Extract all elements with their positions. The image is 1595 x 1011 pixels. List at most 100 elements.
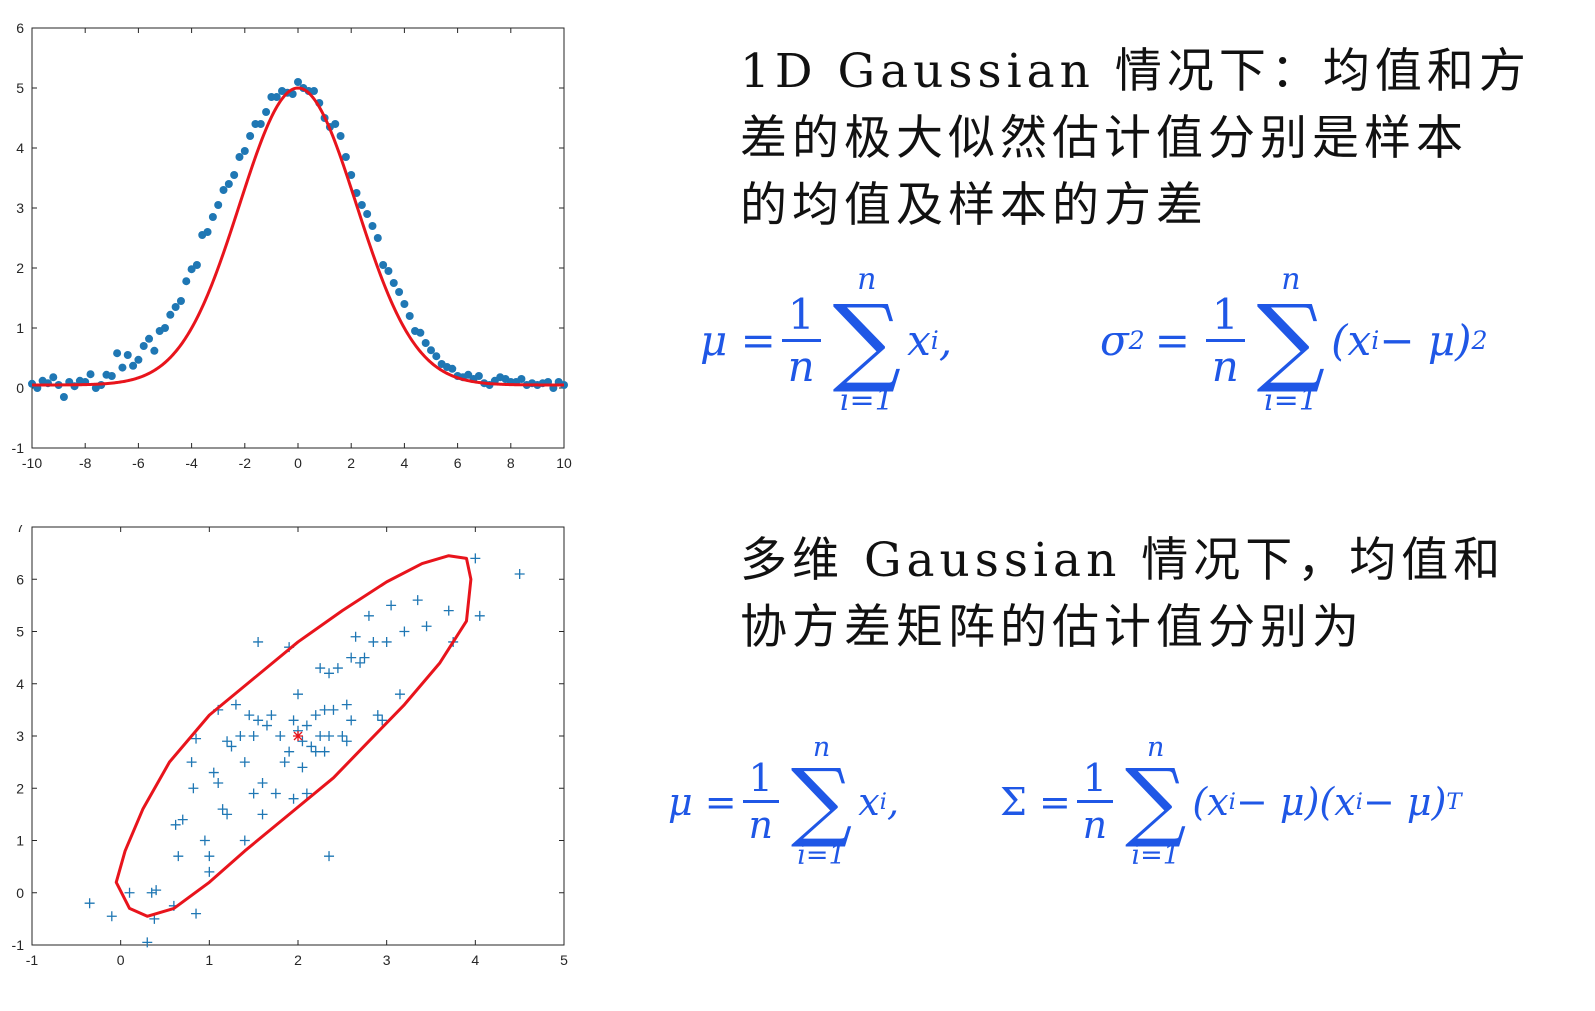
data-point (224, 180, 233, 188)
para-1d-line-1: 1D Gaussian 情况下：均值和方 (740, 44, 1531, 99)
x-tick-label: -10 (22, 455, 42, 471)
data-point (246, 132, 255, 140)
para-multi: 多维 Gaussian 情况下，均值和 协方差矩阵的估计值分别为 (740, 527, 1505, 661)
data-point (204, 851, 215, 862)
sum-lower: i=1 (797, 840, 846, 872)
para-multi-line-1: 多维 Gaussian 情况下，均值和 (740, 533, 1506, 588)
data-point (421, 621, 432, 632)
data-point (474, 372, 483, 380)
x-tick-label: 0 (294, 455, 302, 471)
data-point (106, 911, 117, 922)
data-point (377, 715, 388, 726)
covariance-ellipse (114, 554, 473, 918)
data-point (368, 222, 377, 230)
data-point (219, 186, 228, 194)
data-point (432, 352, 441, 361)
data-point (394, 689, 405, 700)
para-1d-line-2: 差的极大似然估计值分别是样本 (740, 111, 1468, 166)
data-point (213, 778, 224, 789)
term-sub: i (1371, 325, 1380, 355)
sum-upper: n (857, 262, 877, 297)
data-point (517, 375, 526, 383)
data-point (341, 736, 352, 747)
data-point (142, 937, 153, 948)
data-point (230, 171, 239, 179)
data-point (355, 657, 366, 668)
data-point (171, 303, 180, 311)
sum-symbol: ∑ (1256, 284, 1326, 396)
data-point (222, 809, 233, 820)
x-tick-label: -8 (79, 455, 92, 471)
x-tick-label: 6 (454, 455, 462, 471)
term-rest: − μ) (1379, 315, 1472, 365)
data-point (315, 663, 326, 674)
data-point (270, 788, 281, 799)
data-point (150, 346, 159, 355)
formula-multi-mean-lhs: μ = (668, 779, 737, 824)
x-tick-label: 10 (556, 455, 572, 471)
data-point (151, 885, 162, 896)
formula-multi-covariance: Σ = 1 n n ∑ i=1 (x i − μ) (x i − μ) T (1000, 732, 1462, 871)
x-tick-label: 2 (294, 952, 302, 968)
data-point (123, 351, 132, 359)
data-point (191, 733, 202, 744)
sum-operator: n ∑ i=1 (791, 732, 852, 871)
data-point (363, 210, 372, 218)
y-tick-label: 6 (16, 571, 24, 587)
data-point (357, 201, 366, 209)
data-point (368, 636, 379, 647)
para-1d: 1D Gaussian 情况下：均值和方 差的极大似然估计值分别是样本 的均值及… (740, 38, 1531, 239)
data-point (145, 334, 154, 343)
y-tick-label: 7 (16, 525, 24, 535)
term-x: x (858, 779, 880, 824)
term-x: x (907, 315, 931, 365)
x-tick-label: 5 (560, 952, 568, 968)
data-point (272, 93, 281, 101)
sum-lower: i=1 (1131, 840, 1180, 872)
data-point (294, 78, 302, 86)
data-point (328, 704, 339, 715)
sum-symbol: ∑ (790, 751, 853, 851)
y-tick-label: 0 (16, 885, 24, 901)
data-point (186, 757, 197, 768)
data-point (266, 710, 277, 721)
term-sep: , (886, 779, 900, 824)
data-point (337, 731, 348, 741)
data-point (124, 887, 135, 898)
data-point (244, 710, 255, 721)
data-point (443, 605, 454, 616)
data-point (146, 887, 157, 898)
data-point (230, 699, 241, 710)
gaussian-2d-plot: -1 0 1 2 3 4 5 -1 0 1 2 3 4 5 6 7 (12, 525, 569, 968)
data-point (514, 569, 525, 580)
data-point (118, 363, 127, 372)
x-tick-label: 4 (471, 952, 479, 968)
frac-den: n (748, 803, 773, 848)
x-tick-label: -1 (26, 952, 39, 968)
data-point (341, 699, 352, 710)
data-point (182, 277, 191, 286)
data-point (332, 663, 343, 674)
y-tick-label: 3 (16, 728, 24, 744)
data-point (84, 898, 95, 909)
data-point (319, 746, 330, 757)
equals-sign: = (1154, 315, 1190, 365)
data-point (288, 715, 299, 726)
data-point (448, 364, 457, 373)
data-point (331, 120, 340, 128)
data-point (208, 767, 219, 778)
data-point (173, 851, 184, 862)
term1-rest: − μ) (1235, 779, 1320, 824)
data-point (310, 710, 321, 721)
term-open: (x (1331, 315, 1372, 365)
data-point (324, 668, 335, 679)
data-point (203, 228, 212, 236)
data-point (166, 310, 175, 319)
data-point (319, 704, 330, 715)
sum-upper: n (1281, 262, 1301, 297)
sum-operator: n ∑ i=1 (1257, 262, 1326, 418)
x-tick-label: 3 (383, 952, 391, 968)
data-point (262, 108, 271, 116)
sum-lower: i=1 (839, 383, 894, 419)
